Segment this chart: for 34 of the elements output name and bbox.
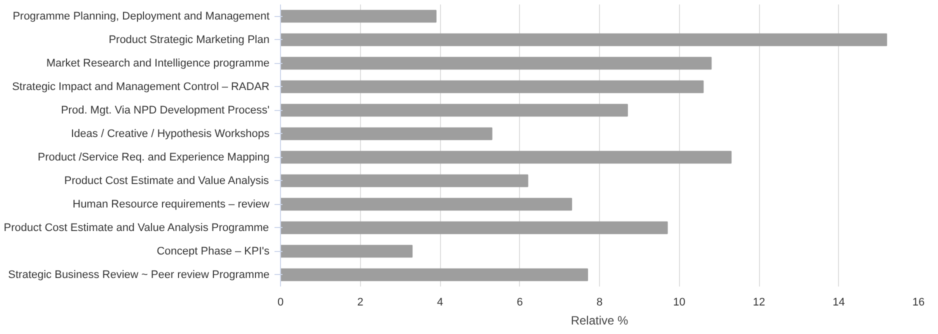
bar (280, 127, 492, 140)
y-tick-label: Ideas / Creative / Hypothesis Workshops (71, 128, 270, 140)
bar (280, 150, 732, 164)
bar (280, 198, 572, 211)
bar (280, 268, 588, 282)
y-tick-label: Strategic Business Review ~ Peer review Programme (8, 268, 270, 281)
x-tick-label: 2 (357, 296, 364, 308)
y-tick-label: Concept Phase – KPI's (156, 245, 270, 258)
bar (280, 33, 888, 46)
bar (280, 221, 668, 234)
bar (280, 104, 628, 117)
x-tick-label: 10 (673, 296, 686, 308)
x-tick-label: 6 (516, 296, 523, 308)
x-tick-label: 12 (752, 296, 766, 308)
y-tick-label: Product /Service Req. and Experience Mapping (38, 151, 270, 164)
y-tick-label: Prod. Mgt. Via NPD Development Process' (60, 104, 270, 116)
x-axis-title: Relative % (570, 314, 629, 328)
x-tick-label: 4 (436, 296, 444, 308)
bar (280, 56, 712, 70)
bar (280, 244, 413, 258)
bar (280, 174, 528, 188)
y-tick-label: Strategic Impact and Management Control – RADAR (12, 80, 270, 93)
y-tick-label: Product Cost Estimate and Value Analysis (64, 174, 270, 187)
x-tick-label: 0 (277, 296, 284, 308)
x-tick-label: 14 (832, 296, 845, 308)
bar (280, 10, 437, 23)
bar (280, 80, 704, 94)
y-tick-label: Product Cost Estimate and Value Analysis Programme (4, 222, 269, 234)
y-tick-label: Product Strategic Marketing Plan (108, 34, 270, 46)
x-tick-label: 16 (912, 296, 925, 308)
x-tick-label: 8 (596, 296, 603, 308)
y-tick-label: Market Research and Intelligence programme (46, 57, 270, 70)
y-tick-label: Programme Planning, Deployment and Management (12, 10, 270, 22)
y-tick-label: Human Resource requirements – review (72, 198, 270, 210)
